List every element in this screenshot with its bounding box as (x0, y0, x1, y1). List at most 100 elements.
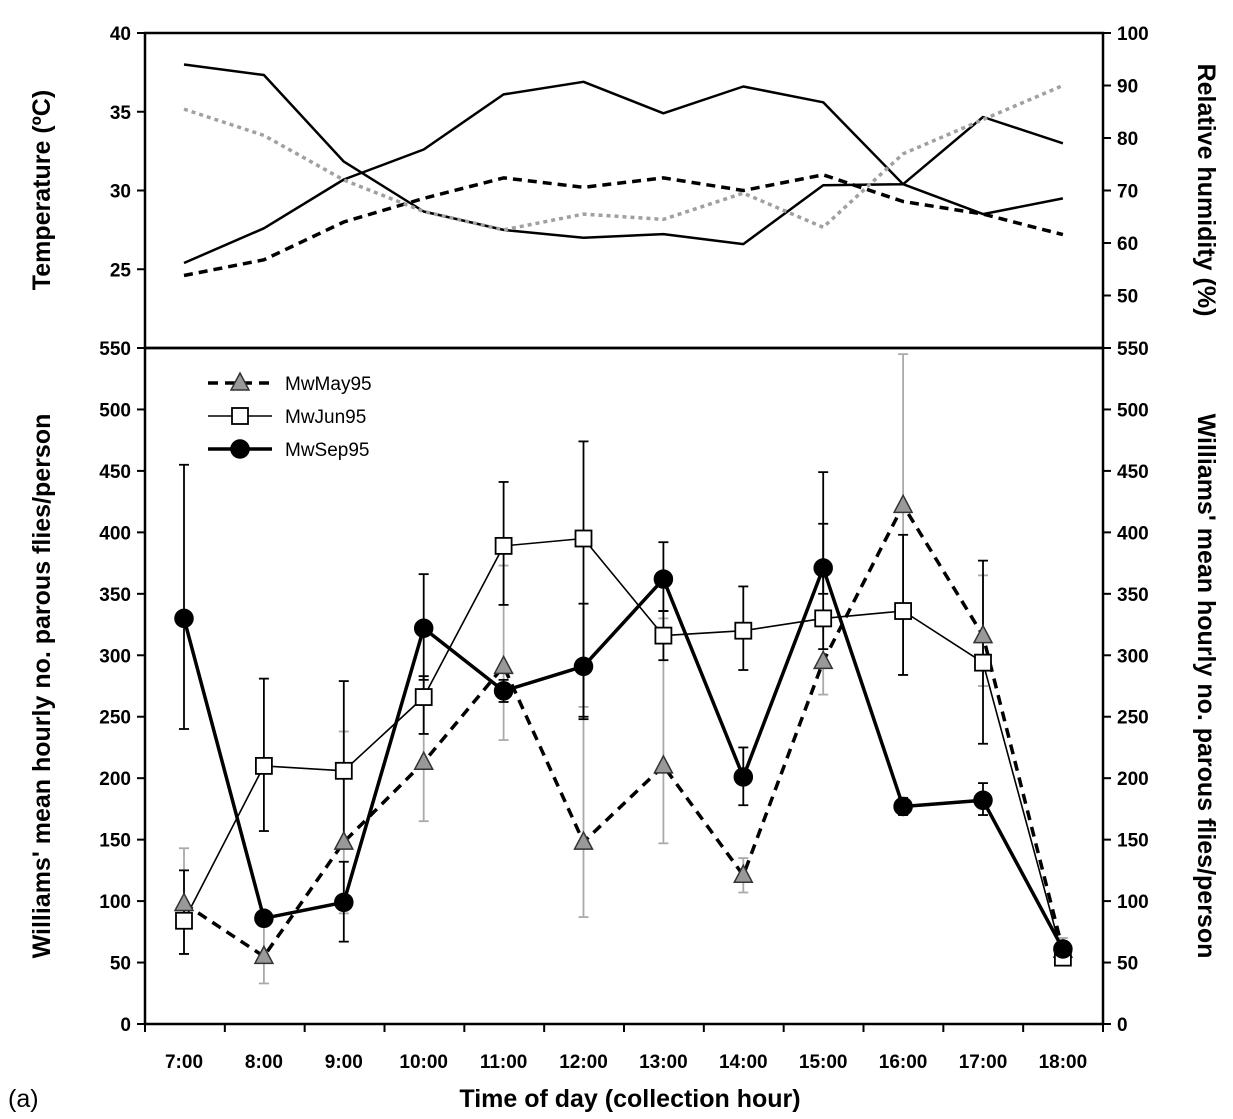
data-point-MwSep95 (653, 569, 674, 589)
bottom-right-tick-label: 100 (1117, 892, 1149, 913)
bottom-right-axis-label: Williams' mean hourly no. parous flies/p… (1192, 414, 1220, 959)
bottom-left-tick-label: 200 (99, 769, 131, 790)
panel-label: (a) (8, 1085, 39, 1113)
bottom-right-tick-label: 250 (1117, 708, 1149, 729)
bottom-left-tick-label: 500 (99, 400, 131, 421)
data-point-MwSep95 (493, 681, 514, 701)
top-series-line-1 (183, 80, 1064, 265)
top-right-tick-label: 60 (1117, 234, 1138, 255)
data-point-MwJun95 (494, 536, 513, 555)
legend-label-MwSep95: MwSep95 (285, 440, 370, 461)
data-point-MwMay95 (892, 493, 914, 514)
data-point-MwMay95 (573, 830, 594, 850)
bottom-right-tick-label: 50 (1117, 954, 1138, 975)
data-point-MwMay95 (812, 649, 834, 670)
x-tick-label: 14:00 (719, 1052, 768, 1073)
top-right-tick-label: 50 (1117, 287, 1138, 308)
top-series-line-2 (183, 173, 1064, 278)
series-line-MwJun95 (183, 537, 1064, 958)
data-point-MwMay95 (653, 754, 674, 774)
data-point-MwJun95 (734, 621, 753, 640)
bottom-left-tick-label: 350 (99, 585, 131, 606)
bottom-right-tick-label: 350 (1117, 585, 1149, 606)
bottom-right-tick-label: 150 (1117, 831, 1149, 852)
data-point-MwSep95 (413, 618, 434, 638)
data-point-MwSep95 (813, 558, 833, 578)
top-series-line-3 (183, 63, 1064, 246)
top-right-tick-label: 90 (1117, 77, 1138, 98)
data-point-MwMay95 (253, 944, 275, 965)
bottom-right-tick-label: 400 (1117, 523, 1149, 544)
legend-marker-MwJun95 (231, 407, 249, 425)
bottom-panel-parous-flies: 0 0 50 50 100 100 150 150 200 200 250 250 300 300 350 3… (99, 339, 1148, 1073)
x-tick-label: 12:00 (559, 1052, 608, 1073)
top-plot-frame (143, 31, 1105, 350)
bottom-left-tick-label: 400 (99, 523, 131, 544)
data-point-MwSep95 (893, 796, 913, 817)
data-point-MwMay95 (173, 891, 195, 912)
x-tick-label: 18:00 (1039, 1052, 1088, 1073)
top-left-tick-label: 35 (110, 103, 132, 124)
bottom-left-tick-label: 100 (99, 892, 131, 913)
bottom-left-tick-label: 150 (99, 831, 131, 852)
x-tick-label: 13:00 (639, 1052, 688, 1073)
data-point-MwMay95 (493, 654, 514, 675)
x-tick-label: 15:00 (799, 1052, 848, 1073)
legend-label-MwMay95: MwMay95 (285, 374, 372, 395)
data-point-MwMay95 (333, 830, 355, 850)
x-tick-label: 10:00 (399, 1052, 448, 1073)
bottom-right-tick-label: 450 (1117, 462, 1149, 483)
data-point-MwJun95 (254, 756, 273, 775)
x-tick-label: 16:00 (879, 1052, 928, 1073)
bottom-right-tick-label: 300 (1117, 646, 1149, 667)
data-point-MwJun95 (974, 653, 992, 672)
data-point-MwJun95 (814, 609, 833, 628)
x-axis-label: Time of day (collection hour) (459, 1085, 800, 1113)
series-line-MwMay95 (183, 503, 1065, 959)
data-point-MwJun95 (175, 911, 193, 930)
legend: MwMay95 MwJun95 MwSep95 (208, 371, 372, 461)
top-right-tick-label: 100 (1117, 24, 1149, 45)
x-tick-label: 9:00 (325, 1052, 363, 1073)
data-point-MwJun95 (414, 688, 433, 706)
top-right-axis-label: Relative humidity (%) (1192, 64, 1220, 317)
top-left-tick-label: 40 (110, 24, 131, 45)
data-point-MwMay95 (733, 863, 754, 884)
top-left-tick-label: 25 (110, 260, 132, 281)
legend-marker-MwMay95 (229, 371, 251, 391)
data-point-MwSep95 (174, 608, 194, 629)
legend-label-MwJun95: MwJun95 (285, 407, 366, 428)
data-point-MwSep95 (733, 767, 754, 787)
x-tick-label: 8:00 (245, 1052, 283, 1073)
bottom-left-axis-label: Williams' mean hourly no. parous flies/p… (28, 414, 56, 959)
x-tick-label: 11:00 (480, 1052, 528, 1073)
x-tick-label: 17:00 (959, 1052, 1008, 1073)
data-point-MwSep95 (973, 790, 993, 811)
top-panel-temperature-humidity: 25 30 35 40 50 60 70 80 90 100 (110, 24, 1149, 350)
top-left-axis-label: Temperature (ºC) (28, 90, 56, 290)
bottom-right-tick-label: 0 (1117, 1015, 1128, 1036)
bottom-left-tick-label: 50 (110, 954, 131, 975)
top-series-line-4 (183, 83, 1064, 232)
bottom-left-tick-label: 300 (99, 646, 131, 667)
bottom-right-tick-label: 500 (1117, 400, 1149, 421)
bottom-right-tick-label: 200 (1117, 769, 1149, 790)
top-left-tick-label: 30 (110, 182, 131, 203)
bottom-left-tick-label: 0 (120, 1015, 131, 1036)
bottom-left-tick-label: 450 (99, 462, 131, 483)
legend-marker-MwSep95 (230, 439, 250, 459)
bottom-left-tick-label: 250 (99, 708, 131, 729)
data-point-MwSep95 (254, 908, 274, 929)
bottom-right-tick-label: 550 (1117, 339, 1149, 360)
series-line-MwSep95 (182, 566, 1065, 950)
data-point-MwSep95 (1053, 939, 1073, 959)
data-point-MwSep95 (573, 656, 594, 677)
data-point-MwJun95 (894, 602, 912, 620)
top-right-tick-label: 70 (1117, 182, 1138, 203)
top-right-tick-label: 80 (1117, 129, 1138, 150)
data-point-MwJun95 (334, 761, 353, 780)
data-point-MwJun95 (574, 529, 593, 548)
data-point-MwMay95 (972, 624, 994, 644)
data-point-MwMay95 (413, 750, 434, 770)
